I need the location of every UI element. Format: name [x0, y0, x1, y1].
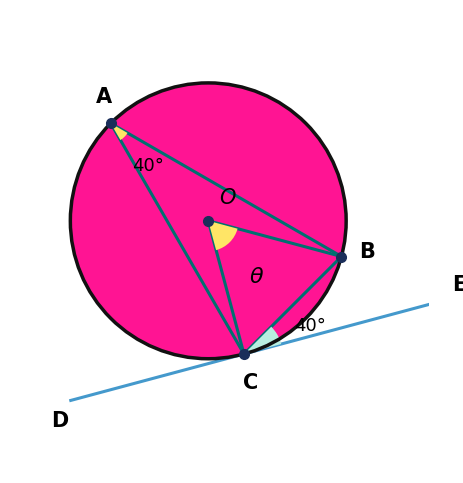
Wedge shape	[111, 123, 127, 140]
Wedge shape	[244, 327, 281, 354]
Text: D: D	[51, 412, 68, 431]
Text: θ: θ	[249, 267, 262, 287]
Text: C: C	[243, 373, 258, 393]
Text: 40°: 40°	[132, 157, 164, 175]
Text: B: B	[359, 242, 375, 262]
Text: E: E	[451, 275, 463, 295]
Text: 40°: 40°	[294, 317, 325, 335]
Text: O: O	[219, 188, 235, 208]
Text: A: A	[95, 87, 112, 107]
Wedge shape	[208, 221, 237, 250]
Circle shape	[70, 83, 345, 359]
